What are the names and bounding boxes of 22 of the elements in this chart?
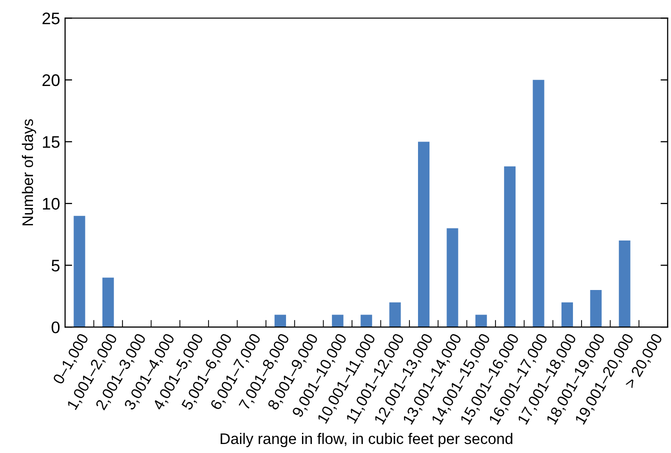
y-tick-label: 20 — [42, 74, 60, 86]
bar — [590, 290, 602, 328]
bar — [504, 166, 516, 328]
bar — [561, 302, 573, 328]
y-tick-label: 15 — [42, 136, 60, 148]
bar — [475, 314, 487, 328]
bar — [446, 228, 458, 328]
bar — [532, 80, 544, 328]
bar — [389, 302, 401, 328]
bar — [618, 240, 630, 328]
x-axis-title: Daily range in flow, in cubic feet per second — [220, 432, 512, 448]
y-tick-label: 10 — [42, 198, 60, 210]
bar — [274, 314, 286, 328]
y-tick-label: 0 — [52, 321, 60, 334]
bar — [102, 278, 114, 328]
bar — [332, 314, 344, 328]
bar — [74, 216, 86, 328]
y-tick-label: 5 — [52, 260, 60, 272]
y-tick-label: 25 — [42, 12, 60, 24]
bar — [418, 142, 430, 328]
y-axis-title: Number of days — [22, 119, 36, 226]
bar — [360, 314, 372, 328]
